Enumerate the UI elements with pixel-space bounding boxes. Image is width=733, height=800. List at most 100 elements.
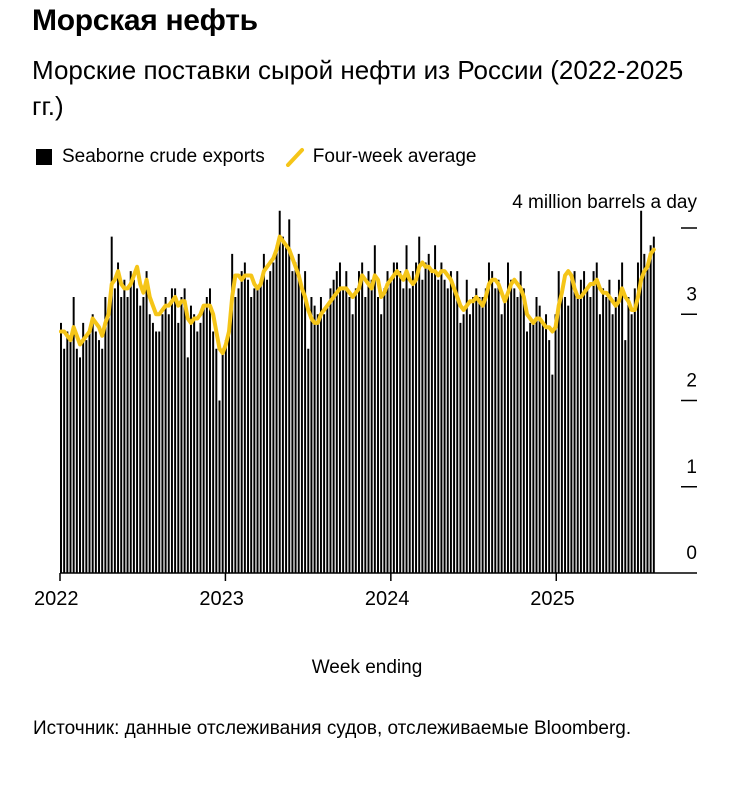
- legend-item-average: Four-week average: [285, 146, 477, 168]
- bar: [164, 297, 167, 573]
- bar: [370, 279, 373, 573]
- source-note: Источник: данные отслеживания судов, отс…: [33, 718, 632, 739]
- bar: [338, 262, 341, 573]
- bar: [342, 288, 345, 574]
- bar: [307, 348, 310, 573]
- bar: [510, 279, 513, 573]
- x-tick-label: 2024: [365, 588, 410, 610]
- bar: [218, 400, 221, 573]
- bar: [294, 262, 297, 573]
- bar: [234, 297, 237, 573]
- bar: [538, 305, 541, 574]
- bar: [449, 271, 452, 574]
- bar: [196, 331, 199, 573]
- bar: [253, 288, 256, 574]
- bar: [139, 305, 142, 574]
- bar: [310, 297, 313, 573]
- y-tick-label: 1: [686, 457, 697, 478]
- bar: [345, 271, 348, 574]
- bar: [468, 314, 471, 573]
- bar: [564, 297, 567, 573]
- bar: [120, 297, 123, 573]
- bar: [472, 297, 475, 573]
- bar: [617, 279, 620, 573]
- x-tick-label: 2023: [199, 588, 244, 610]
- bar: [560, 288, 563, 574]
- bar: [491, 271, 494, 574]
- bar: [475, 288, 478, 574]
- bar: [151, 322, 154, 574]
- bar: [481, 297, 484, 573]
- bar: [424, 262, 427, 573]
- bar: [256, 288, 259, 574]
- bar: [228, 322, 230, 574]
- bar: [389, 279, 392, 573]
- bar: [386, 271, 389, 574]
- bar: [484, 288, 487, 574]
- bar: [240, 271, 243, 574]
- bar: [652, 236, 655, 574]
- bar: [643, 253, 646, 574]
- bar: [633, 288, 636, 574]
- bar: [411, 271, 414, 574]
- bar: [161, 314, 164, 573]
- bar: [415, 262, 418, 573]
- bar: [513, 288, 516, 574]
- bar: [646, 262, 649, 573]
- bar: [243, 262, 246, 573]
- bar: [649, 245, 652, 573]
- y-tick-label: 2: [686, 371, 697, 392]
- bar: [576, 297, 579, 573]
- bar: [142, 297, 145, 573]
- bar: [361, 262, 364, 573]
- bar: [148, 314, 151, 573]
- bar: [570, 279, 573, 573]
- bar: [465, 279, 468, 573]
- bar: [598, 314, 601, 573]
- bar: [85, 340, 88, 573]
- chart-title: Морская нефть: [32, 4, 258, 37]
- bar: [117, 262, 120, 573]
- legend: Seaborne crude exports Four-week average: [36, 146, 497, 168]
- bar: [440, 262, 443, 573]
- bar: [129, 271, 132, 574]
- bar: [205, 297, 208, 573]
- x-axis: 2022 2023 2024 2025: [34, 573, 575, 610]
- chart-subtitle: Морские поставки сырой нефти из России (…: [32, 55, 684, 121]
- bar: [373, 245, 376, 573]
- bar: [297, 253, 300, 574]
- bar: [316, 314, 319, 573]
- bar: [589, 297, 592, 573]
- bar: [354, 288, 357, 574]
- bar: [519, 271, 522, 574]
- bar: [573, 271, 576, 574]
- bar: [237, 288, 240, 574]
- bar: [262, 253, 265, 574]
- bar: [405, 245, 408, 573]
- bar: [443, 279, 446, 573]
- bar: [611, 314, 614, 573]
- bar: [434, 245, 437, 573]
- bar: [91, 314, 94, 573]
- legend-bar-swatch: [36, 149, 52, 165]
- bar: [304, 271, 307, 574]
- bar: [272, 262, 275, 573]
- bar: [326, 305, 329, 574]
- bar: [640, 210, 643, 573]
- bar: [516, 297, 519, 573]
- bar: [313, 305, 316, 574]
- y-tick-label: 0: [686, 543, 697, 564]
- bar: [500, 314, 503, 573]
- bar: [72, 297, 75, 573]
- bar: [82, 322, 85, 574]
- bar: [392, 262, 395, 573]
- bar: [548, 340, 551, 573]
- bar: [60, 322, 62, 574]
- bar: [212, 331, 215, 573]
- bar: [399, 271, 402, 574]
- bar: [199, 322, 202, 574]
- bar: [180, 297, 183, 573]
- y-axis: 0 1 2 3: [681, 227, 697, 564]
- bar: [557, 271, 560, 574]
- bar: [335, 271, 338, 574]
